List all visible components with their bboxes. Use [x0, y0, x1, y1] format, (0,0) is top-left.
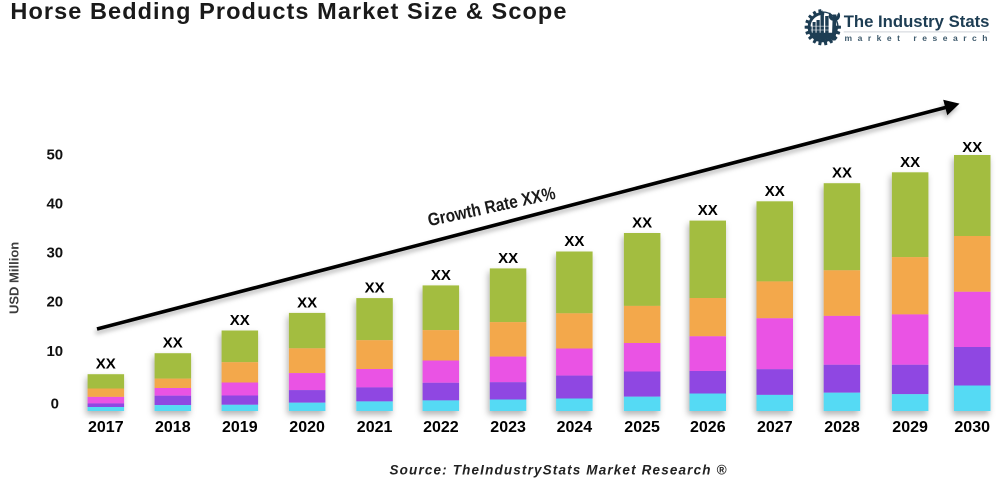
- svg-text:2029: 2029: [892, 419, 928, 436]
- svg-text:2030: 2030: [954, 419, 990, 436]
- svg-text:2017: 2017: [88, 419, 124, 436]
- svg-text:XX: XX: [632, 215, 652, 232]
- svg-text:0: 0: [51, 395, 59, 412]
- svg-text:2018: 2018: [155, 419, 191, 436]
- svg-text:XX: XX: [431, 267, 451, 284]
- svg-text:XX: XX: [498, 250, 518, 267]
- svg-text:XX: XX: [962, 139, 982, 156]
- svg-text:XX: XX: [163, 335, 183, 352]
- svg-text:XX: XX: [564, 233, 584, 250]
- svg-text:40: 40: [46, 196, 63, 213]
- svg-text:XX: XX: [900, 154, 920, 171]
- svg-text:2027: 2027: [757, 419, 793, 436]
- svg-text:Source: TheIndustryStats Marke: Source: TheIndustryStats Market Research…: [390, 463, 727, 478]
- svg-text:XX: XX: [765, 183, 785, 200]
- svg-text:2026: 2026: [690, 419, 726, 436]
- svg-text:20: 20: [46, 294, 63, 311]
- svg-text:XX: XX: [365, 280, 385, 297]
- svg-text:30: 30: [46, 244, 63, 261]
- svg-text:The Industry Stats: The Industry Stats: [844, 12, 990, 31]
- svg-text:2024: 2024: [557, 419, 593, 436]
- svg-text:USD Million: USD Million: [6, 242, 21, 314]
- svg-text:Growth Rate XX%: Growth Rate XX%: [426, 183, 557, 230]
- svg-text:10: 10: [46, 343, 63, 360]
- svg-text:2020: 2020: [289, 419, 325, 436]
- svg-text:2028: 2028: [824, 419, 860, 436]
- svg-text:2019: 2019: [222, 419, 258, 436]
- svg-text:2025: 2025: [624, 419, 660, 436]
- svg-text:Horse Bedding Products Market: Horse Bedding Products Market Size & Sco…: [10, 0, 566, 24]
- svg-text:XX: XX: [96, 356, 116, 373]
- svg-text:50: 50: [46, 147, 63, 164]
- svg-text:2021: 2021: [357, 419, 393, 436]
- svg-text:XX: XX: [832, 165, 852, 182]
- svg-text:XX: XX: [230, 312, 250, 329]
- svg-text:2023: 2023: [490, 419, 526, 436]
- svg-text:XX: XX: [297, 294, 317, 311]
- svg-text:2022: 2022: [423, 419, 459, 436]
- svg-text:market research: market research: [845, 33, 988, 43]
- svg-text:XX: XX: [698, 202, 718, 219]
